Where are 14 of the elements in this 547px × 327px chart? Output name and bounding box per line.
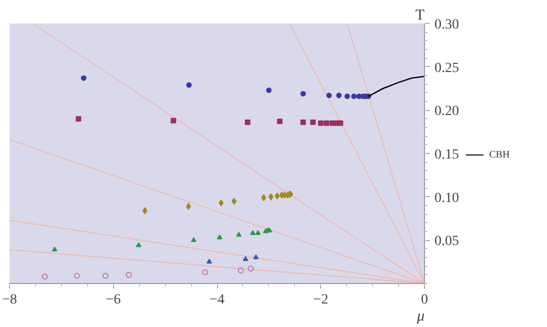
legend-label: CBH	[489, 150, 510, 160]
x-tick-label: 0	[421, 292, 428, 308]
x-axis-title: μ	[416, 308, 425, 324]
y-tick-label: 0.05	[434, 234, 459, 250]
x-tick-label: −6	[106, 292, 121, 308]
y-tick-label: 0.25	[434, 60, 459, 76]
x-tick-label: −4	[210, 292, 224, 308]
x-tick-label: −8	[2, 292, 17, 308]
y-tick-label: 0.20	[434, 104, 459, 120]
y-tick-label: 0.15	[434, 148, 459, 162]
y-tick-label: 0.30	[434, 18, 459, 32]
y-axis-title: T	[415, 8, 425, 24]
x-tick-label: −2	[313, 292, 328, 308]
y-tick-label: 0.10	[434, 190, 459, 206]
